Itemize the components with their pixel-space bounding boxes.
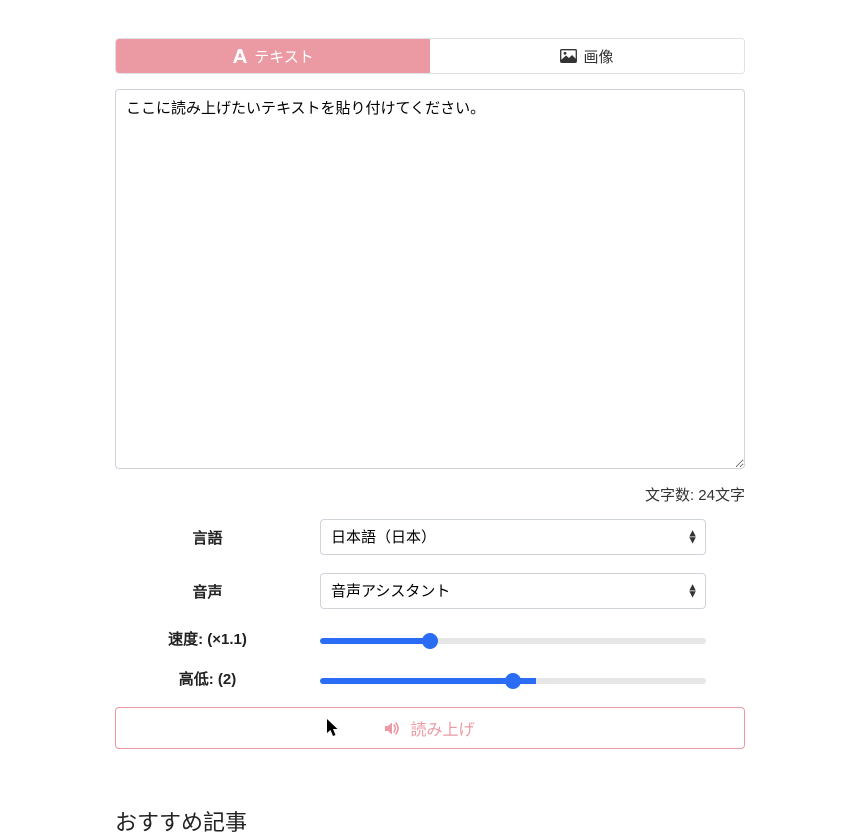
pitch-slider[interactable]	[320, 678, 706, 684]
recommend-heading: おすすめ記事	[115, 805, 745, 837]
volume-icon	[385, 721, 402, 736]
speak-button[interactable]: 読み上げ	[115, 707, 745, 749]
tab-image[interactable]: 画像	[430, 39, 744, 73]
speed-slider[interactable]	[320, 638, 706, 644]
language-select[interactable]: 日本語（日本）	[320, 519, 706, 555]
speak-button-label: 読み上げ	[410, 716, 474, 740]
speed-label: 速度: (×1.1)	[115, 628, 320, 649]
tab-image-label: 画像	[583, 46, 613, 67]
voice-label: 音声	[115, 581, 320, 602]
tab-text[interactable]: テキスト	[116, 39, 430, 73]
image-icon	[560, 49, 577, 63]
language-label: 言語	[115, 527, 320, 548]
char-count: 文字数: 24文字	[115, 484, 745, 505]
pitch-label: 高低: (2)	[115, 668, 320, 689]
text-input[interactable]: ここに読み上げたいテキストを貼り付けてください。	[115, 89, 745, 469]
voice-select[interactable]: 音声アシスタント	[320, 573, 706, 609]
tab-text-label: テキスト	[254, 46, 314, 67]
input-mode-tabs: テキスト 画像	[115, 38, 745, 74]
font-icon	[232, 49, 248, 64]
